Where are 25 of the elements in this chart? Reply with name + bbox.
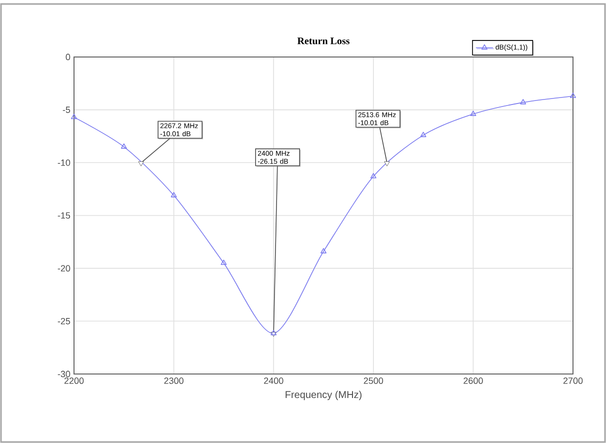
y-tick-label: -15 [58, 212, 70, 219]
point [170, 192, 177, 198]
x-tick-label: 2500 [364, 378, 384, 384]
y-tick-label: -20 [58, 265, 70, 272]
x-tick-label: 2300 [164, 378, 184, 384]
y-tick-label: -30 [58, 370, 70, 378]
x-axis-title: Frequency (MHz) [286, 390, 362, 400]
x-tick-label: 2700 [563, 378, 583, 384]
point [570, 92, 576, 98]
x-tick-label: 2200 [64, 378, 84, 384]
x-tick-label: 2400 [264, 378, 284, 384]
y-tick-label: -10 [58, 159, 70, 166]
point [470, 110, 476, 116]
x-tick-label: 2600 [464, 378, 483, 384]
y-tick-label: -25 [58, 318, 70, 324]
chart-title: Return Loss [297, 38, 350, 44]
point [71, 114, 77, 120]
point [420, 132, 426, 138]
y-tick-label: 0 [66, 54, 70, 60]
y-tick-label: -5 [62, 106, 70, 113]
point [220, 260, 227, 265]
point [520, 99, 526, 104]
point [320, 248, 326, 254]
point [120, 143, 127, 149]
point [370, 172, 376, 178]
